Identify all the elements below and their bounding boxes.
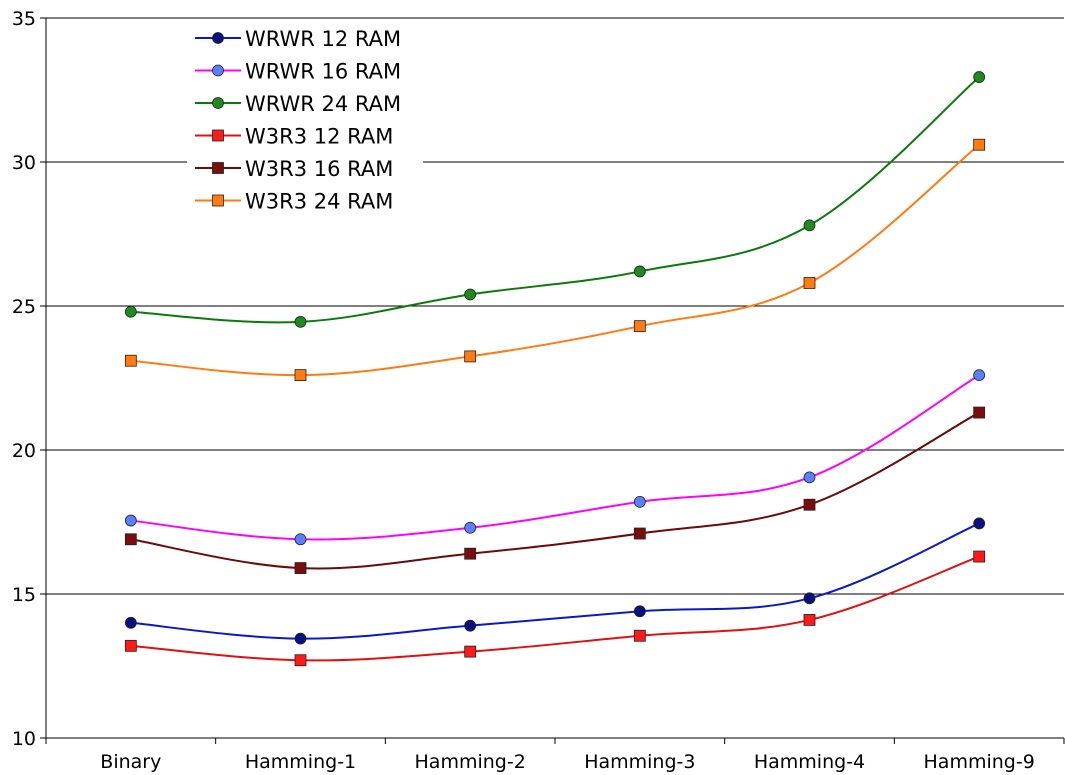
data-point xyxy=(973,517,986,530)
legend-item: WRWR 16 RAM xyxy=(195,60,401,84)
legend-label: WRWR 24 RAM xyxy=(245,92,401,116)
legend-label: W3R3 12 RAM xyxy=(245,125,393,149)
y-tick-label: 10 xyxy=(12,728,36,750)
series-4 xyxy=(124,550,986,667)
data-point xyxy=(633,527,646,540)
data-point xyxy=(803,614,816,626)
series-5 xyxy=(124,406,986,574)
data-point xyxy=(973,369,986,382)
legend-marker xyxy=(212,64,224,77)
data-point xyxy=(294,654,307,667)
series-line xyxy=(130,143,980,377)
x-tick-label: Binary xyxy=(100,751,161,773)
series-3 xyxy=(124,71,986,328)
data-point xyxy=(633,320,646,333)
x-tick-label: Hamming-2 xyxy=(415,751,526,773)
y-tick-label: 25 xyxy=(12,296,36,318)
y-tick-label: 30 xyxy=(12,152,36,174)
data-point xyxy=(124,514,137,527)
legend-marker xyxy=(212,194,224,207)
data-point xyxy=(124,533,137,546)
data-point xyxy=(464,619,477,632)
data-point xyxy=(803,498,816,511)
data-point xyxy=(124,616,137,629)
data-point xyxy=(294,632,307,645)
series-line xyxy=(130,522,980,640)
series-lines xyxy=(124,71,986,667)
data-point xyxy=(464,350,477,363)
data-point xyxy=(633,265,646,278)
legend-background xyxy=(187,20,423,225)
legend-marker xyxy=(212,129,224,142)
series-2 xyxy=(124,369,986,546)
data-point xyxy=(464,645,477,658)
data-point xyxy=(633,605,646,618)
legend-label: W3R3 16 RAM xyxy=(245,157,393,181)
legend-marker xyxy=(212,97,224,109)
data-point xyxy=(973,406,986,419)
legend-label: WRWR 12 RAM xyxy=(245,27,401,51)
data-point xyxy=(294,369,307,382)
legend-item: WRWR 24 RAM xyxy=(195,92,401,116)
legend-item: W3R3 16 RAM xyxy=(195,157,393,181)
data-point xyxy=(973,138,986,151)
legend-label: WRWR 16 RAM xyxy=(245,60,401,84)
y-tick-label: 35 xyxy=(12,8,36,30)
series-line xyxy=(130,411,980,570)
axes: 10 15 20 25 30 35 Binary Hamming-1 Hamming-2 Hamm… xyxy=(12,8,1065,773)
data-point xyxy=(124,354,137,367)
x-tick-label: Hamming-9 xyxy=(924,751,1035,773)
data-point xyxy=(973,71,986,83)
data-point xyxy=(124,639,137,652)
x-tick-label: Hamming-4 xyxy=(754,751,865,773)
data-point xyxy=(124,305,137,318)
data-point xyxy=(294,315,307,328)
series-line xyxy=(130,555,980,662)
legend-marker xyxy=(212,32,224,44)
legend-label: W3R3 24 RAM xyxy=(245,190,393,214)
data-point xyxy=(803,471,816,484)
x-tick-label: Hamming-3 xyxy=(584,751,695,773)
data-point xyxy=(803,219,816,232)
y-tick-label: 20 xyxy=(12,440,36,462)
data-point xyxy=(803,592,816,605)
data-point xyxy=(633,629,646,642)
legend-item: WRWR 12 RAM xyxy=(195,27,401,51)
data-point xyxy=(803,277,816,289)
data-point xyxy=(464,547,477,560)
series-1 xyxy=(124,517,986,645)
legend-item: W3R3 12 RAM xyxy=(195,125,393,149)
series-line xyxy=(130,76,980,324)
data-point xyxy=(973,550,986,563)
data-point xyxy=(464,521,477,534)
legend: WRWR 12 RAM WRWR 16 RAM WRWR 24 RAM W3R3 12… xyxy=(187,20,423,225)
series-line xyxy=(130,374,980,541)
series-6 xyxy=(124,138,986,382)
data-point xyxy=(633,495,646,508)
data-point xyxy=(294,533,307,546)
data-point xyxy=(464,288,477,301)
data-point xyxy=(294,562,307,574)
x-tick-label: Hamming-1 xyxy=(245,751,356,773)
y-tick-label: 15 xyxy=(12,584,36,606)
legend-marker xyxy=(212,162,224,174)
legend-item: W3R3 24 RAM xyxy=(195,190,393,214)
